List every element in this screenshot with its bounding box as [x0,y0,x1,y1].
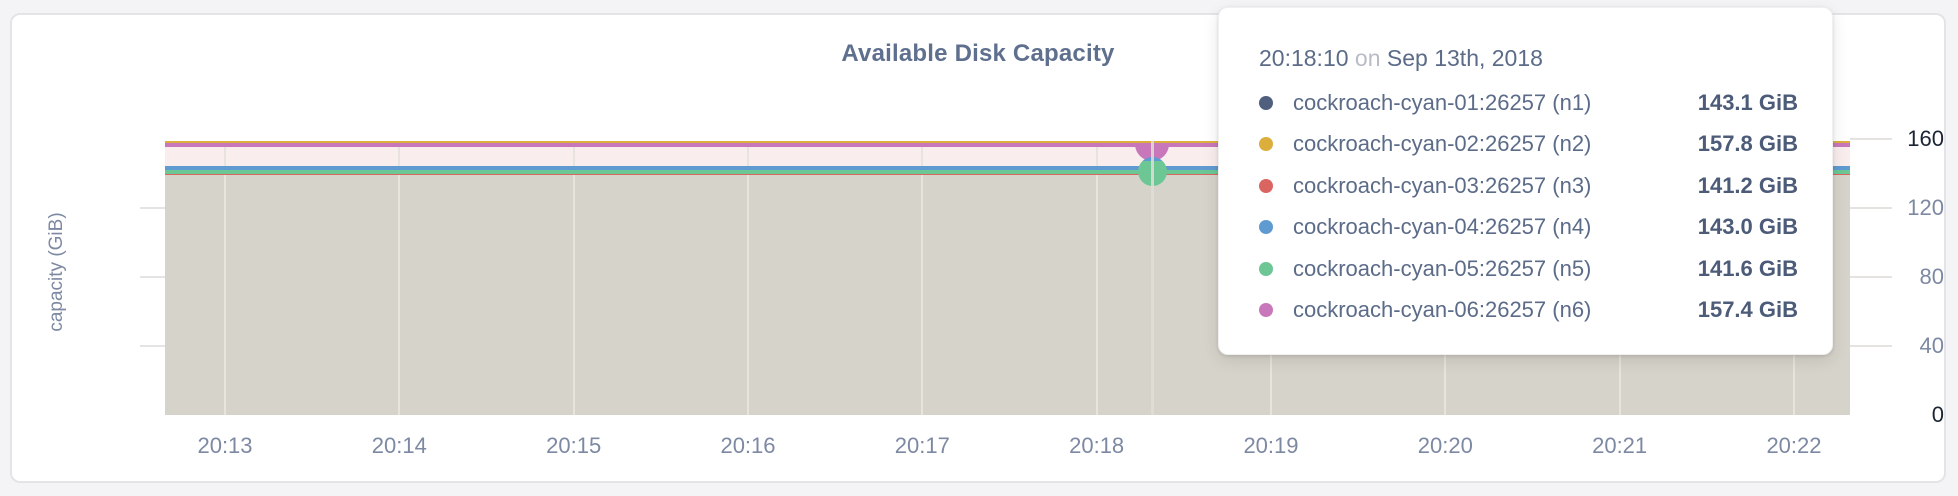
grid-line-vertical [921,141,924,415]
series-name: cockroach-cyan-03:26257 (n3) [1293,172,1592,198]
series-dot-n3 [1259,178,1273,193]
grid-line-horizontal [1850,275,1892,278]
tooltip-series-list: cockroach-cyan-01:26257 (n1) 143.1 GiB coc… [1259,82,1798,331]
hover-guideline [1150,141,1154,415]
series-value: 141.6 GiB [1697,255,1798,281]
y-tick-mark [140,275,165,278]
y-tick-label: 120 [1907,194,1944,220]
series-value: 141.2 GiB [1697,172,1798,198]
series-dot-n2 [1259,137,1273,152]
grid-line-vertical [572,141,575,415]
grid-line-vertical [224,141,226,415]
y-tick-label: 80 [1919,263,1944,289]
series-dot-n1 [1259,95,1273,110]
grid-line-horizontal [1850,344,1892,347]
tooltip-row-n4: cockroach-cyan-04:26257 (n4) 143.0 GiB [1259,207,1798,249]
y-axis-label: capacity (GiB) [46,212,67,332]
tooltip-date: Sep 13th, 2018 [1386,45,1543,71]
series-line-n5 [165,169,1850,174]
series-name: cockroach-cyan-01:26257 (n1) [1293,89,1592,115]
hover-tooltip: 20:18:10 on Sep 13th, 2018 cockroach-cya… [1218,7,1833,355]
series-line-n2 [165,140,1850,144]
tooltip-row-n2: cockroach-cyan-02:26257 (n2) 157.8 GiB [1259,124,1798,166]
series-value: 157.4 GiB [1697,297,1798,323]
grid-line-vertical [746,141,749,415]
x-tick-label: 20:16 [720,433,776,458]
grid-line-vertical [1095,141,1098,415]
tooltip-row-n3: cockroach-cyan-03:26257 (n3) 141.2 GiB [1259,165,1798,207]
y-tick-label: 160 [1907,125,1944,151]
chart-title: Available Disk Capacity [841,40,1115,67]
series-value: 143.0 GiB [1697,214,1798,240]
series-line-n4 [165,166,1850,171]
series-value: 157.8 GiB [1697,131,1798,157]
x-tick-label: 20:22 [1766,433,1822,458]
x-tick-label: 20:21 [1592,433,1648,458]
x-tick-label: 20:14 [371,433,427,458]
x-tick-label: 20:19 [1243,433,1299,458]
tooltip-connector: on [1354,45,1381,71]
series-value: 143.1 GiB [1697,89,1798,115]
series-name: cockroach-cyan-02:26257 (n2) [1293,131,1592,157]
x-tick-label: 20:18 [1069,433,1125,458]
y-tick-mark [140,206,165,209]
series-name: cockroach-cyan-06:26257 (n6) [1293,297,1592,323]
y-tick-label: 40 [1919,332,1944,358]
x-tick-label: 20:20 [1417,433,1473,458]
series-dot-n6 [1259,303,1273,318]
grid-line-horizontal [1850,206,1892,209]
tooltip-row-n5: cockroach-cyan-05:26257 (n5) 141.6 GiB [1259,248,1798,290]
series-dot-n5 [1259,261,1273,276]
series-name: cockroach-cyan-04:26257 (n4) [1293,214,1592,240]
series-dot-n4 [1259,220,1273,235]
tooltip-row-n6: cockroach-cyan-06:26257 (n6) 157.4 GiB [1259,290,1798,332]
x-tick-label: 20:13 [197,433,253,458]
series-name: cockroach-cyan-05:26257 (n5) [1293,255,1592,281]
tooltip-time: 20:18:10 [1259,45,1349,71]
tooltip-timestamp: 20:18:10 on Sep 13th, 2018 [1259,40,1798,76]
grid-line-horizontal [1850,137,1892,140]
tooltip-row-n1: cockroach-cyan-01:26257 (n1) 143.1 GiB [1259,82,1798,124]
y-tick-mark [140,344,165,347]
x-tick-label: 20:17 [894,433,950,458]
series-line-n6 [165,142,1850,148]
y-tick-label: 0 [1931,402,1944,427]
grid-line-vertical [398,141,401,415]
x-tick-label: 20:15 [546,433,602,458]
